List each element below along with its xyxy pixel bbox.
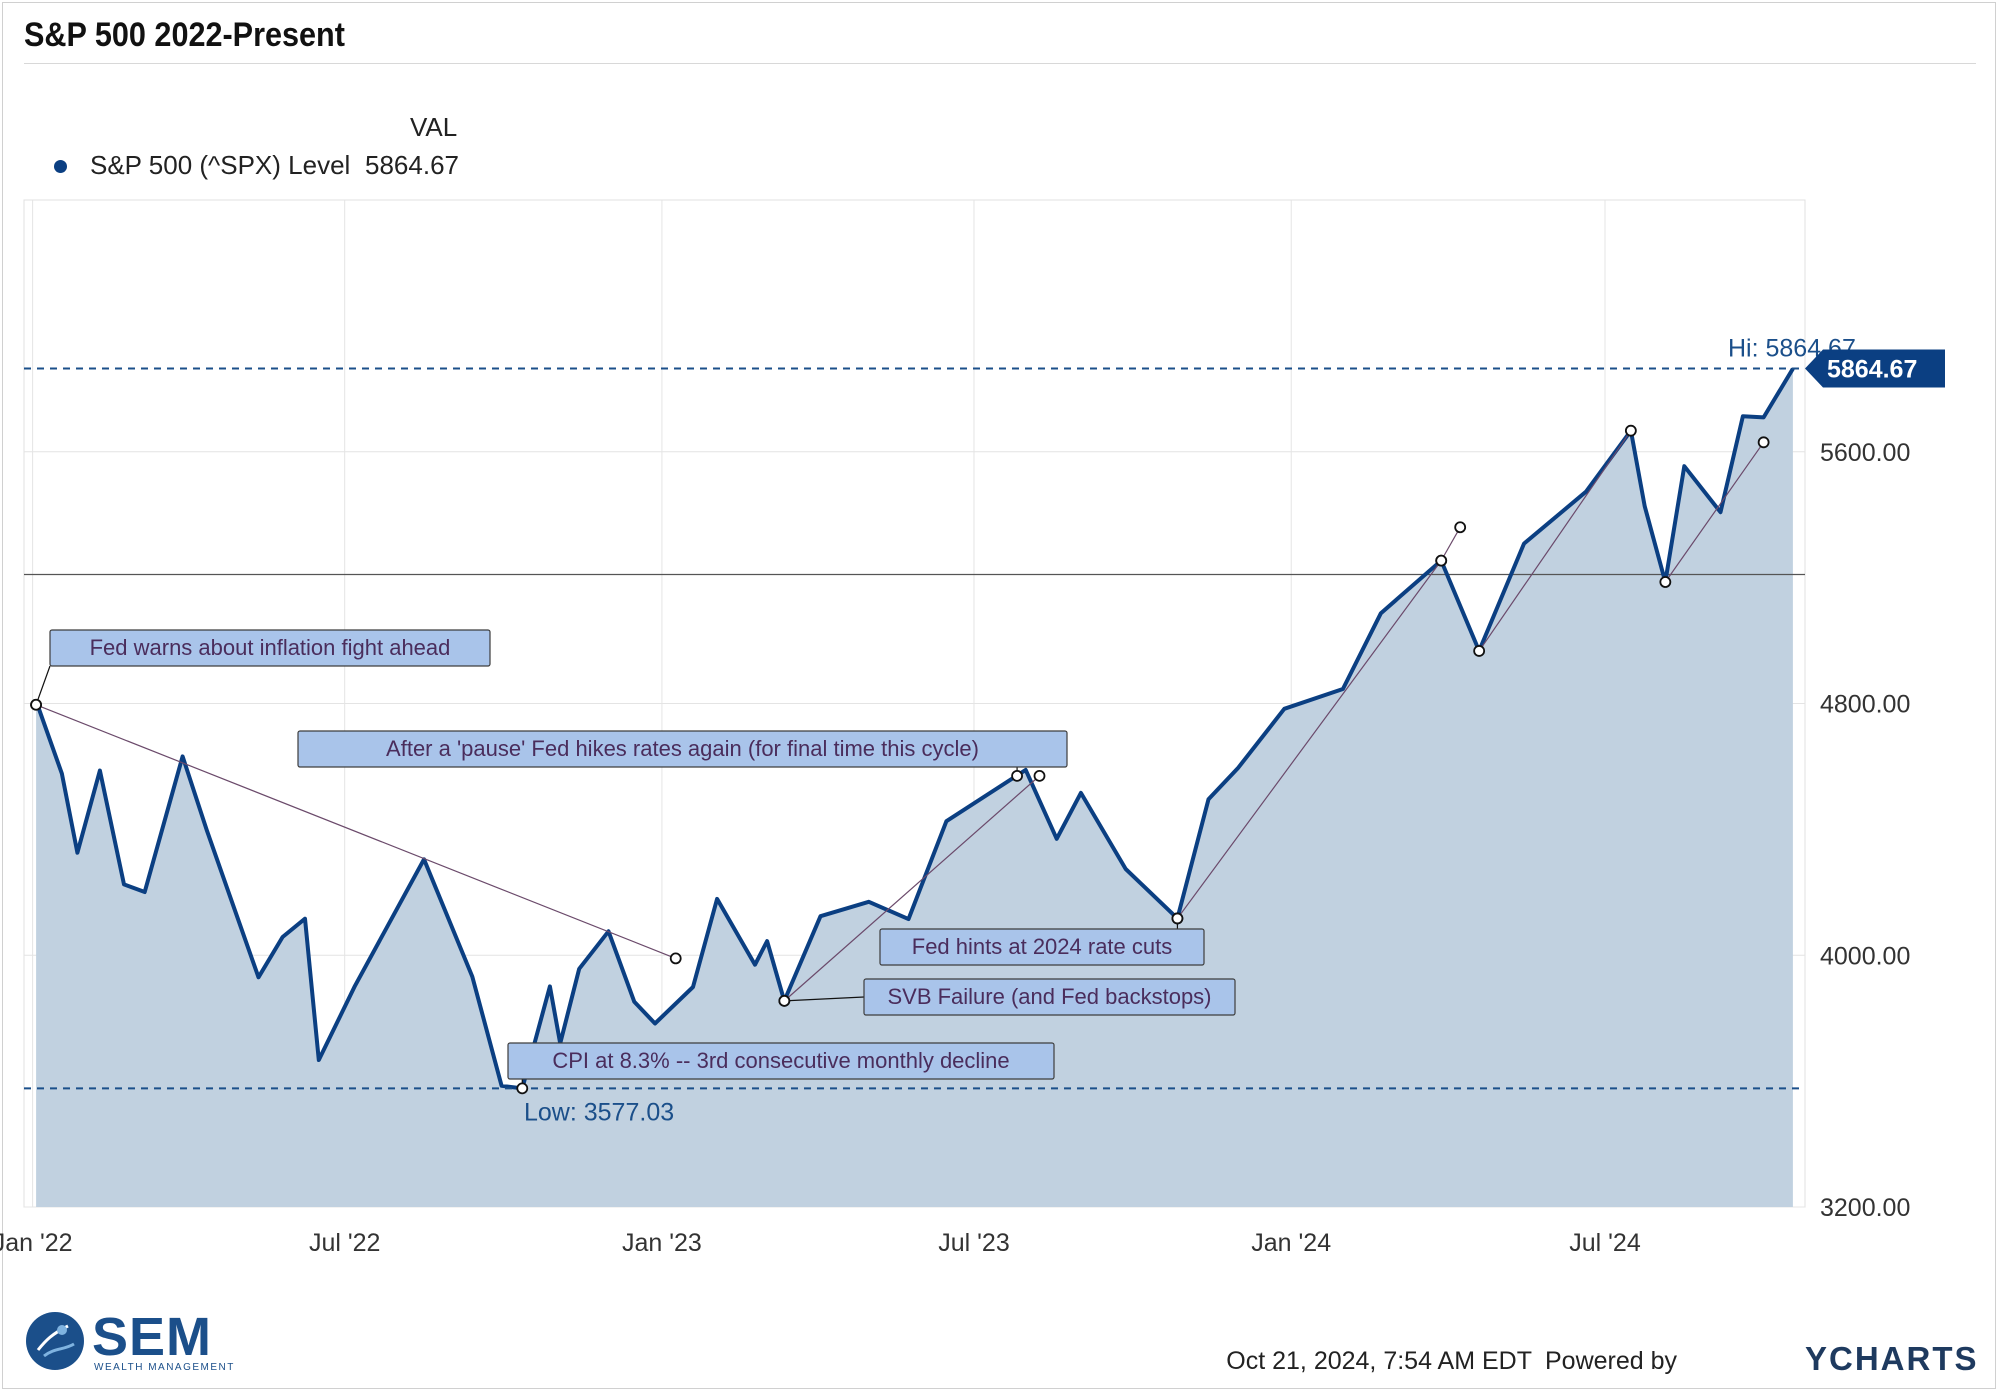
trend-line-start-marker bbox=[1473, 645, 1486, 657]
legend-series-name[interactable]: S&P 500 (^SPX) Level bbox=[90, 150, 351, 180]
annotation: SVB Failure (and Fed backstops) bbox=[778, 978, 1236, 1016]
annotation-box bbox=[879, 928, 1205, 966]
annotation-box bbox=[49, 629, 491, 667]
legend-series-value: 5864.67 bbox=[365, 150, 459, 180]
x-tick-label: Jul '24 bbox=[1569, 1229, 1641, 1257]
trend-line-start-marker bbox=[1435, 554, 1448, 567]
ycharts-logo[interactable]: YCHARTS bbox=[1805, 1340, 1979, 1377]
current-value-badge-text: 5864.67 bbox=[1827, 355, 1917, 383]
annotation-label: Fed warns about inflation fight ahead bbox=[90, 635, 451, 660]
series-line bbox=[35, 367, 1795, 1091]
y-tick-label: 3200.00 bbox=[1820, 1194, 1910, 1222]
trend-line-end-marker bbox=[1757, 436, 1770, 449]
trend-line bbox=[1664, 441, 1765, 583]
annotation-connector bbox=[35, 665, 51, 705]
legend-value-header: VAL bbox=[410, 112, 458, 142]
annotation-point-marker bbox=[1171, 912, 1184, 925]
annotation: Fed hints at 2024 rate cuts bbox=[879, 912, 1205, 966]
annotation: CPI at 8.3% -- 3rd consecutive monthly d… bbox=[507, 1042, 1055, 1095]
low-label: Low: 3577.03 bbox=[524, 1098, 674, 1126]
legend-series-dot bbox=[54, 160, 67, 173]
annotation-point-marker bbox=[30, 698, 42, 711]
annotation-point-marker bbox=[1011, 769, 1023, 782]
x-tick-label: Jan '23 bbox=[622, 1229, 702, 1257]
annotation-connector bbox=[784, 996, 865, 1002]
title-divider bbox=[24, 63, 1976, 64]
sem-logo-icon bbox=[26, 1312, 84, 1370]
x-tick-label: Jul '23 bbox=[938, 1229, 1009, 1257]
trend-line-end-marker bbox=[669, 952, 682, 965]
annotation-point-marker bbox=[778, 994, 791, 1007]
current-value-badge: 5864.67 bbox=[1805, 349, 1945, 388]
sem-logo-tagline: WEALTH MANAGEMENT bbox=[94, 1362, 235, 1373]
current-value-badge-shape bbox=[1805, 349, 1945, 388]
x-tick-label: Jan '22 bbox=[0, 1229, 73, 1257]
trend-line bbox=[1176, 560, 1442, 919]
annotation-box bbox=[297, 730, 1068, 768]
trend-line-end-marker bbox=[1033, 769, 1046, 782]
series-area bbox=[36, 368, 1793, 1207]
trend-line-end-marker bbox=[1454, 521, 1467, 534]
sem-logo-text: SEM bbox=[92, 1307, 213, 1367]
annotation-point-marker bbox=[516, 1082, 529, 1095]
x-tick-label: Jan '24 bbox=[1251, 1229, 1331, 1257]
footer-powered-by: Powered by bbox=[1545, 1347, 1678, 1375]
annotation: After a 'pause' Fed hikes rates again (f… bbox=[297, 730, 1068, 782]
trend-line bbox=[1478, 430, 1632, 652]
annotation-label: SVB Failure (and Fed backstops) bbox=[887, 984, 1211, 1009]
trend-line bbox=[783, 775, 1040, 1002]
y-tick-label: 4800.00 bbox=[1820, 691, 1910, 719]
trend-line-end-marker bbox=[1624, 424, 1637, 437]
annotation-box bbox=[863, 978, 1236, 1016]
trend-line-start-marker bbox=[1659, 576, 1672, 588]
annotation-label: After a 'pause' Fed hikes rates again (f… bbox=[386, 736, 979, 761]
y-tick-label: 4000.00 bbox=[1820, 942, 1910, 970]
y-tick-label: 5600.00 bbox=[1820, 439, 1910, 467]
footer-timestamp: Oct 21, 2024, 7:54 AM EDT bbox=[1226, 1347, 1532, 1375]
trend-line bbox=[1440, 526, 1461, 561]
x-tick-label: Jul '22 bbox=[309, 1229, 380, 1257]
annotation-label: Fed hints at 2024 rate cuts bbox=[912, 934, 1173, 959]
annotation: Fed warns about inflation fight ahead bbox=[30, 629, 491, 711]
chart-title: S&P 500 2022-Present bbox=[24, 16, 345, 54]
trend-line bbox=[35, 704, 676, 959]
annotation-box bbox=[507, 1042, 1055, 1080]
annotation-label: CPI at 8.3% -- 3rd consecutive monthly d… bbox=[552, 1048, 1009, 1073]
